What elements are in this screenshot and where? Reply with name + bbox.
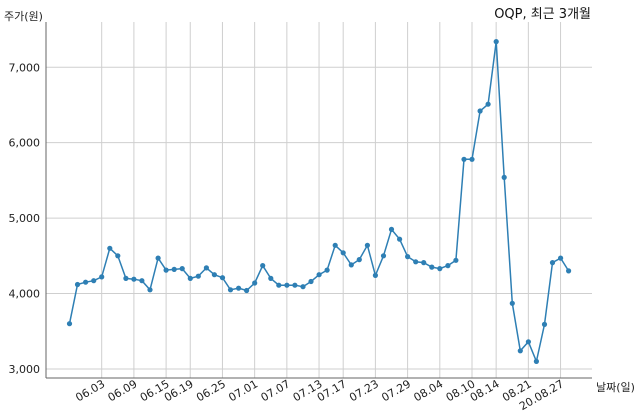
data-point	[356, 257, 362, 263]
y-tick-labels: 3,000 4,000 5,000 6,000 7,000	[9, 61, 41, 376]
data-point	[517, 348, 523, 354]
data-point	[300, 284, 306, 290]
data-point	[107, 245, 113, 251]
x-tick-label: 07.29	[379, 377, 413, 404]
data-point	[171, 266, 177, 272]
data-point	[284, 282, 290, 288]
data-point	[485, 101, 491, 107]
data-point	[276, 282, 282, 288]
data-point	[244, 287, 250, 294]
data-point	[461, 156, 467, 162]
data-point	[227, 287, 234, 293]
data-point	[316, 272, 322, 278]
data-point	[187, 275, 193, 281]
data-point	[437, 266, 443, 272]
data-point	[477, 108, 483, 114]
data-point	[493, 39, 499, 45]
chart-title: OQP, 최근 3개월	[494, 7, 591, 22]
data-point	[469, 156, 475, 162]
y-tick-label: 4,000	[9, 288, 41, 301]
data-point	[348, 262, 354, 268]
data-point	[179, 266, 185, 272]
data-point	[115, 253, 121, 259]
data-point	[147, 287, 153, 293]
data-point	[83, 279, 89, 285]
data-point	[372, 272, 378, 278]
data-point	[163, 267, 169, 273]
data-point	[429, 264, 435, 270]
axes	[45, 22, 592, 379]
x-tick-label: 06.03	[73, 377, 107, 404]
data-point	[260, 263, 266, 269]
data-point	[332, 242, 338, 248]
y-tick-label: 7,000	[9, 61, 41, 74]
data-point	[525, 339, 532, 345]
data-point	[566, 268, 572, 274]
data-point	[405, 254, 411, 260]
x-tick-label: 06.25	[194, 377, 228, 404]
data-point	[211, 272, 217, 278]
x-tick-label: 07.23	[347, 377, 381, 404]
x-tick-label: 08.04	[412, 377, 446, 404]
data-point	[91, 278, 97, 284]
data-point	[340, 250, 346, 256]
y-tick-label: 5,000	[9, 212, 41, 225]
data-point	[324, 267, 330, 273]
data-point	[292, 282, 298, 288]
data-point	[203, 265, 209, 271]
x-tick-label: 07.07	[259, 377, 293, 404]
data-point	[99, 274, 105, 280]
data-point	[549, 260, 556, 266]
data-point	[123, 275, 129, 281]
data-point	[139, 278, 145, 284]
data-point	[397, 236, 403, 242]
data-points	[66, 39, 572, 364]
y-tick-label: 3,000	[9, 363, 41, 376]
data-point	[308, 278, 314, 285]
data-point	[501, 174, 507, 180]
data-point	[74, 281, 81, 288]
x-tick-labels: 06.0306.0906.1506.1906.2507.0107.0707.13…	[73, 377, 566, 413]
data-point	[509, 300, 515, 306]
data-point	[252, 280, 258, 286]
data-point	[131, 276, 137, 282]
data-point	[558, 255, 564, 261]
data-point	[453, 257, 459, 263]
data-point	[364, 242, 370, 248]
data-point	[380, 253, 387, 259]
y-tick-label: 6,000	[9, 137, 41, 150]
data-point	[195, 273, 201, 279]
data-point	[541, 321, 548, 327]
y-axis-label: 주가(원)	[4, 10, 43, 23]
data-point	[445, 263, 451, 269]
data-point	[533, 358, 540, 364]
data-point	[421, 260, 427, 266]
data-point	[388, 226, 395, 232]
grid-lines	[46, 22, 592, 378]
data-point	[268, 275, 274, 281]
x-tick-label: 06.09	[106, 377, 140, 404]
data-point	[219, 275, 226, 281]
data-point	[413, 259, 419, 265]
x-tick-label: 07.01	[226, 377, 260, 404]
data-point	[155, 255, 161, 261]
data-point	[236, 285, 242, 291]
data-point	[66, 321, 73, 327]
x-axis-label: 날짜(일)	[596, 380, 635, 394]
